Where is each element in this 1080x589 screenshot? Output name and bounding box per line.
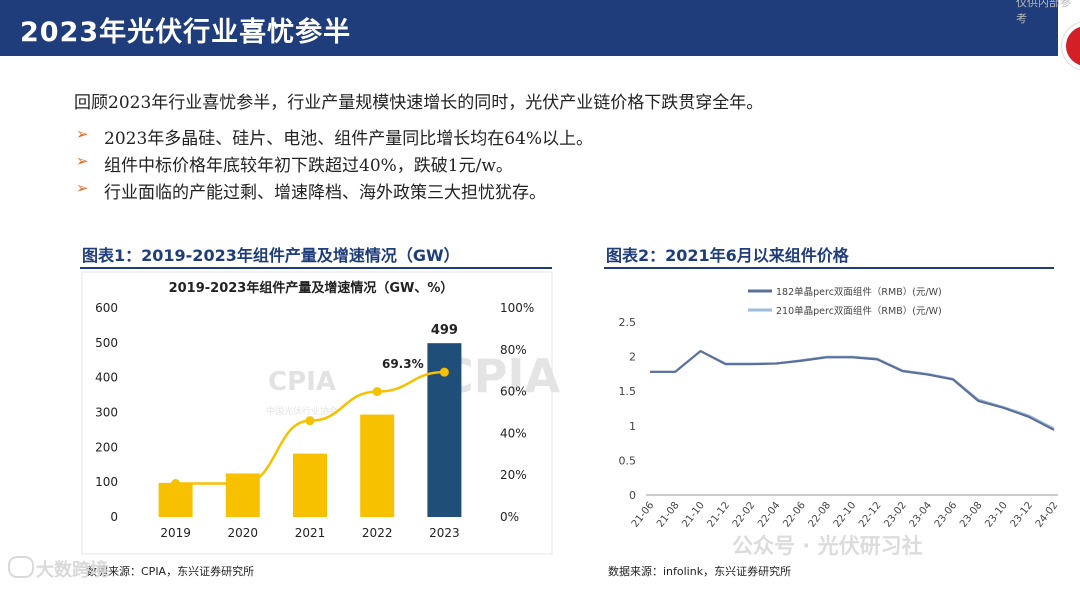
chart1-growth-line: [171, 367, 449, 489]
x-tick-label: 2019: [160, 526, 191, 540]
bullet-text: 行业面临的产能过剩、增速降档、海外政策三大担忧犹存。: [104, 183, 546, 203]
chart1-right-axis: 0% 20% 40% 60% 80% 100%: [500, 301, 534, 524]
bullet-text: 组件中标价格年底较年初下跌超过40%，跌破1元/w。: [104, 156, 513, 176]
y-tick-label: 2: [629, 351, 636, 364]
x-tick-label: 22-06: [781, 500, 808, 530]
x-tick-label: 21-10: [680, 500, 707, 530]
chart2-y-axis: 0 0.5 1 1.5 2 2.5: [619, 316, 637, 502]
bar-2021: [293, 453, 327, 517]
growth-point-2019: [171, 479, 181, 489]
x-tick-label: 21-06: [630, 500, 657, 530]
x-tick-label: 23-04: [908, 500, 935, 530]
y-tick-label: 0: [629, 489, 636, 502]
right-watermark: 公众号 · 光伏研习社: [732, 534, 923, 558]
chart1-x-axis: 2019 2020 2021 2022 2023: [160, 526, 459, 540]
left-tick-label: 0: [110, 510, 118, 524]
y-tick-label: 1.5: [619, 385, 637, 398]
right-tick-label: 0%: [500, 510, 519, 524]
page-title: 2023年光伏行业喜忧参半: [20, 17, 352, 48]
x-tick-label: 22-08: [807, 500, 834, 530]
figure1-title: 图表1：2019-2023年组件产量及增速情况（GW）: [82, 246, 460, 265]
y-tick-label: 0.5: [619, 454, 637, 467]
x-tick-label: 22-02: [731, 500, 758, 530]
intro-text: 回顾2023年行业喜忧参半，行业产量规模快速增长的同时，光伏产业链价格下跌贯穿全…: [74, 93, 764, 113]
chart2-series: [650, 349, 1055, 431]
x-tick-label: 2021: [295, 526, 326, 540]
bullet-item: ➢ 行业面临的产能过剩、增速降档、海外政策三大担忧犹存。: [74, 178, 593, 205]
chart2-legend: 182单晶perc双面组件（RMB）(元/W) 210单晶perc双面组件（RMB…: [748, 286, 942, 317]
cpia-watermark-text: CPIA: [268, 367, 336, 397]
growth-point-2020: [238, 479, 248, 489]
series-line-182: [650, 349, 1055, 431]
figure2-title: 图表2：2021年6月以来组件价格: [606, 246, 849, 265]
x-tick-label: 24-02: [1034, 500, 1061, 530]
chart1-data-labels: 499 69.3%: [382, 323, 458, 371]
bullet-item: ➢ 2023年多晶硅、硅片、电池、组件产量同比增长均在64%以上。: [74, 124, 593, 151]
x-tick-label: 2022: [362, 526, 393, 540]
left-tick-label: 500: [95, 336, 118, 350]
bullet-list: ➢ 2023年多晶硅、硅片、电池、组件产量同比增长均在64%以上。 ➢ 组件中标…: [74, 124, 593, 205]
y-tick-label: 1: [629, 420, 636, 433]
header-bar: 2023年光伏行业喜忧参半: [0, 0, 1058, 56]
y-tick-label: 2.5: [619, 316, 637, 329]
x-tick-label: 23-10: [983, 500, 1010, 530]
growth-point-2021: [305, 416, 315, 426]
growth-value-label: 69.3%: [382, 357, 424, 371]
bar-2019: [158, 482, 193, 517]
left-watermark-icon: [8, 556, 34, 578]
corner-text: 仅供内部参考: [1016, 0, 1071, 25]
left-watermark: 大数跨境: [36, 560, 108, 581]
x-tick-label: 23-02: [882, 500, 909, 530]
left-tick-label: 300: [95, 406, 118, 420]
x-tick-label: 23-08: [958, 500, 985, 530]
figure1-rule: [80, 267, 552, 269]
x-tick-label: 21-12: [706, 500, 733, 530]
arrow-bullet-icon: ➢: [76, 179, 89, 197]
right-tick-label: 20%: [500, 468, 527, 482]
x-tick-label: 22-04: [756, 500, 783, 530]
left-tick-label: 100: [95, 475, 118, 489]
x-tick-label: 23-12: [1009, 500, 1036, 530]
bullet-text: 2023年多晶硅、硅片、电池、组件产量同比增长均在64%以上。: [104, 129, 594, 149]
left-tick-label: 200: [95, 440, 118, 454]
x-tick-label: 22-10: [832, 500, 859, 530]
chart1-left-axis: 0 100 200 300 400 500 600: [95, 301, 118, 524]
right-tick-label: 60%: [500, 385, 527, 399]
series-line-210: [650, 350, 1055, 430]
right-tick-label: 80%: [500, 343, 527, 357]
x-tick-label: 21-08: [655, 500, 682, 530]
arrow-bullet-icon: ➢: [76, 125, 89, 143]
growth-point-2023: [439, 367, 449, 377]
x-tick-label: 2023: [429, 526, 460, 540]
bar-2022: [360, 414, 395, 517]
x-tick-label: 2020: [228, 526, 259, 540]
figure1-source: 数据来源：CPIA，东兴证券研究所: [86, 565, 255, 578]
cpia-watermark-sub: 中国光伏行业协会: [266, 405, 338, 417]
right-tick-label: 100%: [500, 301, 534, 315]
figure2-source: 数据来源：infolink，东兴证券研究所: [608, 565, 792, 578]
figure2-rule: [604, 267, 1054, 269]
legend-label: 210单晶perc双面组件（RMB）(元/W): [776, 305, 942, 317]
right-tick-label: 40%: [500, 426, 527, 440]
left-tick-label: 600: [95, 301, 118, 315]
left-tick-label: 400: [95, 371, 118, 385]
bar-value-label: 499: [431, 323, 458, 338]
bullet-item: ➢ 组件中标价格年底较年初下跌超过40%，跌破1元/w。: [74, 151, 593, 178]
chart2-x-axis: 21-0621-0821-1021-1222-0222-0422-0622-08…: [630, 494, 1061, 530]
growth-point-2022: [372, 387, 382, 397]
legend-label: 182单晶perc双面组件（RMB）(元/W): [776, 286, 942, 298]
x-tick-label: 23-06: [933, 500, 960, 530]
x-tick-label: 22-12: [857, 500, 884, 530]
arrow-bullet-icon: ➢: [76, 152, 89, 170]
chart1-title: 2019-2023年组件产量及增速情况（GW、%）: [169, 280, 454, 296]
